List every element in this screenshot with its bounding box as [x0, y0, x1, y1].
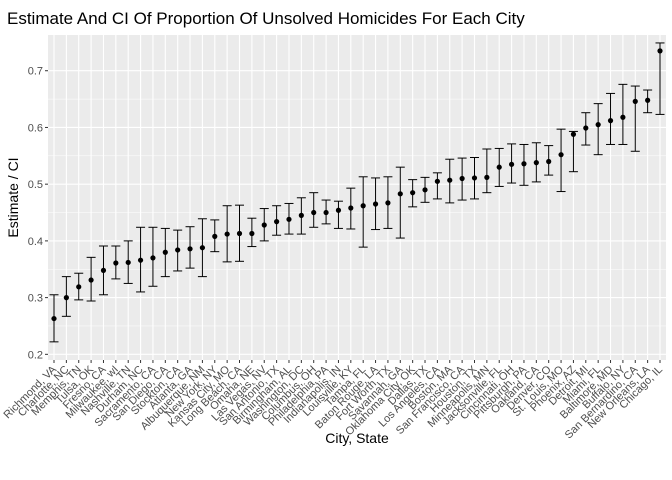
- estimate-point: [51, 315, 57, 322]
- y-tick-label: 0.6: [28, 122, 43, 134]
- estimate-point: [137, 257, 144, 263]
- y-tick-label: 0.5: [28, 179, 43, 191]
- estimate-point: [100, 267, 107, 273]
- y-tick-label: 0.2: [28, 349, 43, 361]
- estimate-point: [607, 118, 614, 124]
- error-bars: [49, 42, 665, 343]
- y-axis-title: Estimate / CI: [5, 157, 21, 237]
- estimate-point: [360, 203, 366, 209]
- estimate-point: [335, 207, 342, 213]
- estimate-point: [459, 175, 465, 182]
- estimate-point: [533, 160, 539, 166]
- estimate-point: [236, 230, 243, 237]
- estimate-point: [323, 209, 329, 216]
- estimate-point: [595, 122, 601, 128]
- y-tick-label: 0.7: [28, 66, 43, 78]
- estimate-point: [150, 255, 156, 261]
- estimate-point: [261, 222, 267, 228]
- y-tick-label: 0.3: [28, 293, 43, 305]
- estimate-point: [187, 246, 193, 252]
- estimate-point: [311, 209, 317, 216]
- estimate-point: [471, 175, 478, 181]
- estimate-point: [657, 48, 663, 54]
- estimate-point: [76, 284, 82, 290]
- estimate-point: [199, 245, 206, 251]
- estimate-point: [410, 190, 416, 196]
- estimate-point: [113, 260, 119, 266]
- chart-title: Estimate And CI Of Proportion Of Unsolve…: [7, 9, 525, 28]
- estimate-point: [508, 161, 515, 167]
- y-tick-label: 0.4: [28, 236, 43, 248]
- x-axis-title: City, State: [325, 430, 389, 446]
- estimate-point: [348, 205, 354, 211]
- estimate-point: [224, 231, 230, 237]
- estimate-point: [434, 178, 440, 184]
- y-axis-ticks: 0.2 0.3 0.4 0.5 0.6 0.7: [28, 66, 48, 361]
- estimate-point: [63, 295, 69, 301]
- estimate-point: [162, 249, 168, 255]
- plot-panel: [48, 35, 666, 360]
- estimate-point: [286, 216, 292, 222]
- estimate-point: [397, 191, 403, 197]
- estimate-point: [558, 152, 564, 158]
- estimate-point: [546, 158, 552, 165]
- estimate-point: [88, 277, 94, 283]
- estimate-point: [249, 230, 255, 237]
- estimate-point: [521, 161, 527, 167]
- estimate-point: [620, 114, 626, 120]
- estimate-point: [385, 200, 391, 206]
- estimate-points: [51, 48, 663, 322]
- grid-minor: [48, 98, 666, 327]
- estimate-point: [298, 212, 304, 218]
- estimate-point: [447, 177, 453, 183]
- estimate-point: [632, 98, 638, 104]
- estimate-point: [125, 259, 131, 266]
- estimate-point: [645, 97, 651, 103]
- estimate-point: [274, 219, 280, 225]
- estimate-point: [484, 174, 490, 180]
- estimate-point: [570, 131, 577, 137]
- estimate-point: [583, 125, 589, 131]
- estimate-point: [496, 164, 502, 170]
- estimate-point: [422, 187, 428, 193]
- estimate-point: [175, 247, 181, 253]
- estimate-point: [212, 233, 218, 239]
- estimate-point: [372, 201, 379, 207]
